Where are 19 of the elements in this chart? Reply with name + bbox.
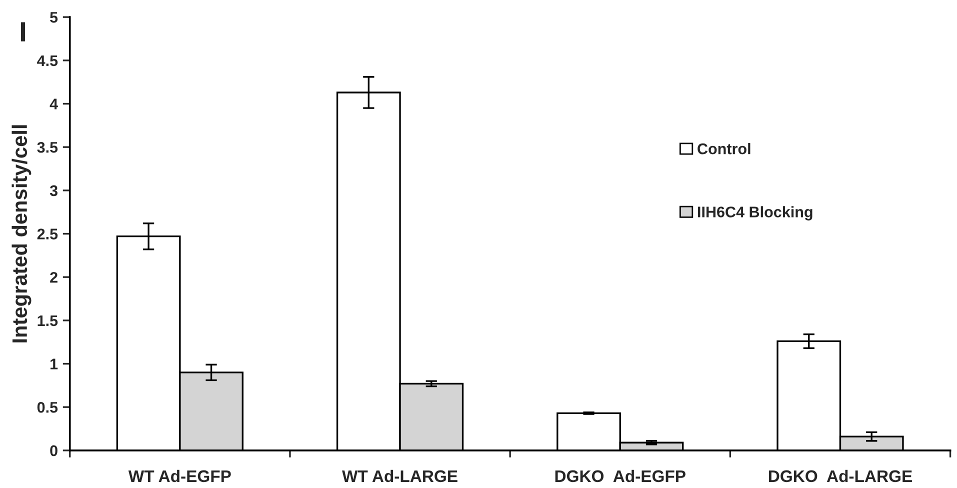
y-tick-label: 2.5 bbox=[37, 228, 58, 240]
y-tick-label: 3 bbox=[50, 185, 58, 196]
y-tick-label: 0.5 bbox=[37, 402, 58, 413]
y-tick-label: 5 bbox=[50, 12, 58, 23]
legend-label: Control bbox=[698, 143, 750, 154]
y-tick-label: 1.5 bbox=[38, 315, 58, 326]
y-tick-label: 4.5 bbox=[37, 55, 58, 66]
x-tick-label: DGKO Ad-EGFP bbox=[555, 470, 686, 482]
x-tick-label: WT Ad-LARGE bbox=[342, 470, 458, 482]
x-tick-label: WT Ad-EGFP bbox=[128, 470, 231, 482]
y-axis-title: Integrated density/cell bbox=[12, 125, 32, 342]
y-tick-label: 1 bbox=[50, 358, 58, 370]
text: I bbox=[21, 22, 25, 42]
y-tick-label: 2 bbox=[50, 272, 58, 283]
y-tick-label: 0 bbox=[50, 445, 58, 456]
x-tick-label: DGKO Ad-LARGE bbox=[768, 470, 912, 482]
y-tick-label: 3.5 bbox=[37, 142, 58, 153]
legend-label: IIH6C4 Blocking bbox=[698, 206, 812, 220]
y-tick-label: 4 bbox=[50, 98, 58, 110]
